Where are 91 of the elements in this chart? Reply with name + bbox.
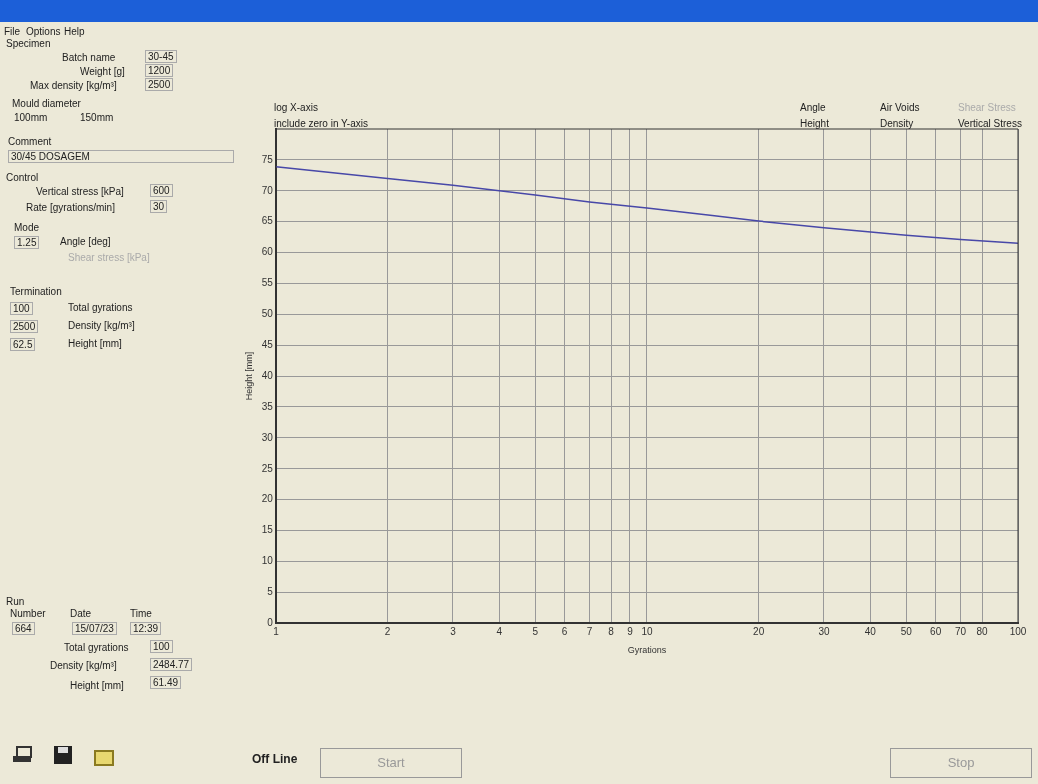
text: 1.25 <box>14 236 40 249</box>
text: Total gyrations <box>64 642 129 653</box>
x-tick-label: 9 <box>627 625 634 637</box>
text: Weight [g] <box>80 66 125 77</box>
text: Total gyrations <box>68 302 133 313</box>
annotation: Vertical Stress <box>958 118 1022 129</box>
y-tick-label: 45 <box>261 338 274 350</box>
text: 62.5 <box>10 338 36 351</box>
x-tick-label: 40 <box>864 625 877 637</box>
x-tick-label: 2 <box>384 625 391 637</box>
y-tick-label: 25 <box>261 462 274 474</box>
text: Angle <box>800 102 826 113</box>
text: Control <box>6 172 39 183</box>
x-tick-label: 70 <box>954 625 967 637</box>
x-tick-label: 4 <box>496 625 503 637</box>
x-tick-label: 20 <box>753 625 765 637</box>
text: Air Voids <box>880 102 920 113</box>
text: Off Line <box>252 752 298 766</box>
text: 30/45 DOSAGEM <box>8 150 234 163</box>
annotation: include zero in Y-axis <box>274 118 368 129</box>
y-tick-label: 40 <box>261 369 274 381</box>
x-tick-label: 8 <box>608 625 615 637</box>
text: Termination <box>10 286 62 297</box>
y-tick-label: 70 <box>261 184 274 196</box>
y-axis-title: Height [mm] <box>243 351 254 401</box>
text: Stop <box>890 748 1032 778</box>
text: Density [kg/m³] <box>50 660 117 671</box>
x-tick-label: 7 <box>586 625 593 637</box>
y-tick-label: 20 <box>261 493 274 505</box>
text: Mould diameter <box>12 98 81 109</box>
x-axis-title: Gyrations <box>627 645 667 656</box>
text: 15/07/23 <box>72 622 117 635</box>
text: 12:39 <box>130 622 162 635</box>
text: Options <box>26 26 61 37</box>
y-tick-label: 65 <box>261 215 274 227</box>
text: 150mm <box>80 112 114 123</box>
text: 2500 <box>10 320 39 333</box>
y-tick-label: 30 <box>261 431 274 443</box>
x-tick-label: 30 <box>818 625 830 637</box>
text: Batch name <box>62 52 116 63</box>
x-tick-label: 5 <box>532 625 539 637</box>
text: Number <box>10 608 46 619</box>
x-tick-label: 60 <box>930 625 942 637</box>
text: 664 <box>12 622 35 635</box>
text: Shear stress [kPa] <box>68 252 150 263</box>
text: 61.49 <box>150 676 182 689</box>
x-tick-label: 100 <box>1009 625 1027 637</box>
y-tick-label: 60 <box>261 246 274 258</box>
text: Rate [gyrations/min] <box>26 202 115 213</box>
text: 600 <box>150 184 173 197</box>
y-tick-label: 35 <box>261 400 274 412</box>
x-tick-label: 1 <box>273 625 280 637</box>
x-tick-label: 10 <box>641 625 653 637</box>
y-tick-label: 55 <box>261 277 274 289</box>
x-tick-label: 50 <box>900 625 913 637</box>
text: 30 <box>150 200 168 213</box>
text: Date <box>70 608 92 619</box>
text: Angle [deg] <box>60 236 111 247</box>
x-tick-label: 3 <box>450 625 457 637</box>
text: Density [kg/m³] <box>68 320 135 331</box>
text: Vertical stress [kPa] <box>36 186 124 197</box>
text: Run <box>6 596 25 607</box>
text: File <box>4 26 21 37</box>
text: Shear Stress <box>958 102 1016 113</box>
text: Max density [kg/m³] <box>30 80 117 91</box>
text: Mode <box>14 222 40 233</box>
text: log X-axis <box>274 102 318 113</box>
y-tick-label: 0 <box>267 616 274 628</box>
text: 2500 <box>145 78 174 91</box>
y-tick-label: 15 <box>261 524 274 536</box>
text: 1200 <box>145 64 174 77</box>
annotation: Height <box>800 118 829 129</box>
text: 2484.77 <box>150 658 193 671</box>
x-tick-label: 6 <box>561 625 568 637</box>
x-tick-label: 80 <box>976 625 989 637</box>
text: Help <box>64 26 85 37</box>
y-tick-label: 75 <box>261 153 274 165</box>
text: Height [mm] <box>68 338 122 349</box>
text: 100mm <box>14 112 48 123</box>
text: 100 <box>150 640 173 653</box>
text: Start <box>320 748 462 778</box>
y-tick-label: 10 <box>261 555 274 567</box>
text: Comment <box>8 136 52 147</box>
y-tick-label: 50 <box>261 308 274 320</box>
y-tick-label: 5 <box>267 586 274 598</box>
text: Height [mm] <box>70 680 124 691</box>
text: Time <box>130 608 152 619</box>
text: 100 <box>10 302 33 315</box>
text: 30-45 <box>145 50 177 63</box>
text: Specimen <box>6 38 51 49</box>
annotation: Density <box>880 118 914 129</box>
